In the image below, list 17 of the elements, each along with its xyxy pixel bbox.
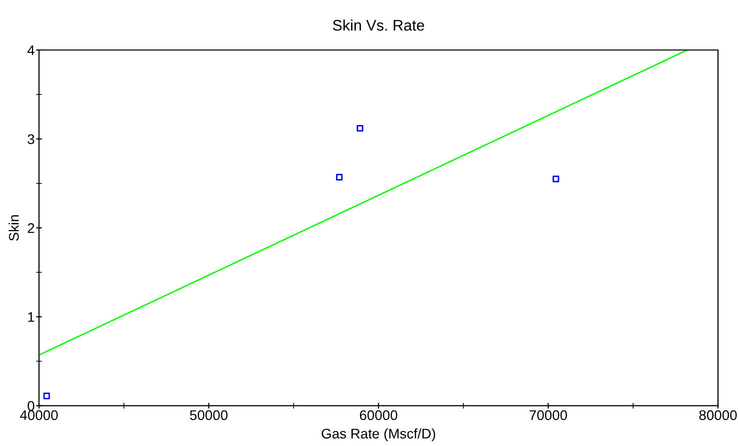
point xyxy=(43,392,50,400)
point xyxy=(336,174,343,180)
y-tick-label: 2 xyxy=(28,223,34,233)
y-tick-label: 3 xyxy=(28,134,34,144)
chart-title: Skin Vs. Rate xyxy=(332,19,424,31)
x-tick-label: 80000 xyxy=(699,410,737,420)
x-tick-label: 50000 xyxy=(190,410,228,420)
point xyxy=(356,124,364,132)
y-tick-label: 0 xyxy=(28,401,34,411)
y-tick-label: 4 xyxy=(27,45,34,56)
point xyxy=(552,176,560,182)
y-tick-label: 1 xyxy=(28,312,34,322)
x-tick-label: 60000 xyxy=(360,410,398,420)
y-axis-title: Skin xyxy=(8,215,19,241)
x-tick-label: 40000 xyxy=(20,410,58,420)
x-tick-label: 70000 xyxy=(530,410,568,420)
x-axis-title: Gas Rate (Mscf/D) xyxy=(322,428,436,442)
